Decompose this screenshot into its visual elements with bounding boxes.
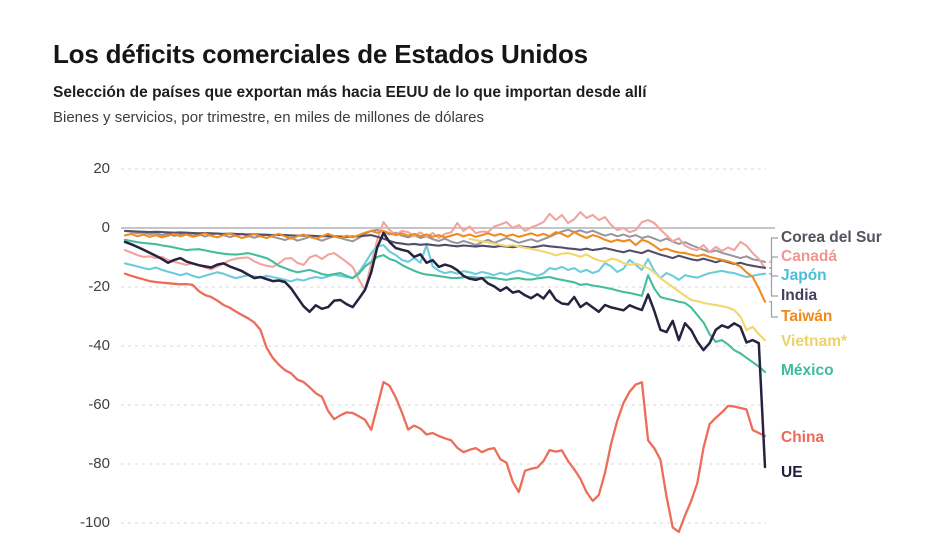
legend-connector-india xyxy=(769,267,778,297)
series-line-taiwan xyxy=(123,229,767,303)
legend-connector-corea-del-sur xyxy=(769,237,778,263)
legend-label-ue: UE xyxy=(781,464,803,481)
legend-label-mexico: México xyxy=(781,362,834,379)
series-line-ue xyxy=(123,231,767,469)
legend-label-corea-del-sur: Corea del Sur xyxy=(781,229,882,246)
series-line-canada xyxy=(123,211,767,291)
chart-header: Los déficits comerciales de Estados Unid… xyxy=(53,39,913,126)
series-line-mexico xyxy=(123,238,767,374)
legend-connector-taiwan xyxy=(769,301,778,318)
y-axis-label: -20 xyxy=(88,278,110,295)
legend-label-vietnam: Vietnam* xyxy=(781,333,848,350)
page-title: Los déficits comerciales de Estados Unid… xyxy=(53,39,588,69)
y-axis-label: -40 xyxy=(88,337,110,354)
legend-label-china: China xyxy=(781,429,825,446)
series-line-vietnam xyxy=(468,237,767,342)
legend-label-japon: Japón xyxy=(781,267,827,284)
series-line-corea-del-sur xyxy=(124,228,766,263)
legend-label-india: India xyxy=(781,287,818,304)
legend-label-taiwan: Taiwán xyxy=(781,308,833,325)
y-axis-label: 20 xyxy=(93,160,110,177)
chart-unit-note: Bienes y servicios, por trimestre, en mi… xyxy=(53,108,485,126)
legend-connector-canada xyxy=(769,256,778,269)
legend-label-canada: Canadá xyxy=(781,248,837,265)
y-axis-label: -80 xyxy=(88,455,110,472)
y-axis-label: -100 xyxy=(79,514,110,531)
y-axis-label: 0 xyxy=(101,219,110,236)
y-axis-label: -60 xyxy=(88,396,110,413)
chart-subtitle: Selección de países que exportan más hac… xyxy=(53,83,647,101)
legend-connector-japon xyxy=(769,273,778,277)
series-line-china xyxy=(123,272,767,533)
